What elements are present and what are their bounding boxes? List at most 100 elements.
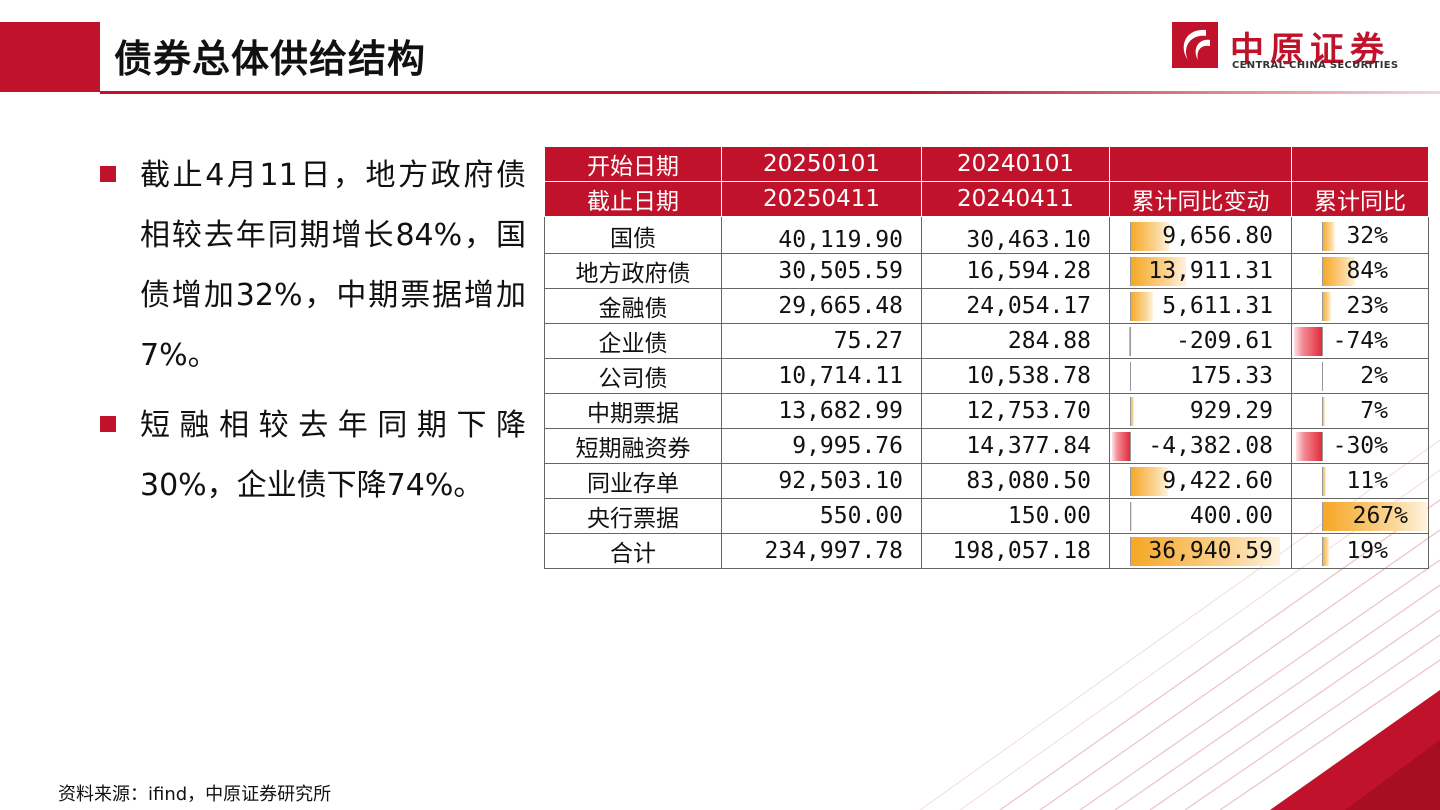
- yoy-percent-cell: 32%: [1291, 216, 1429, 254]
- yoy-value: 84%: [1346, 257, 1388, 284]
- yoy-value: 2%: [1360, 362, 1388, 389]
- yoy-change-cell: 13,911.31: [1109, 253, 1292, 289]
- data-bar-axis: [1322, 396, 1323, 426]
- yoy-data-bar: [1322, 536, 1330, 566]
- yoy-change-cell: -209.61: [1109, 323, 1292, 359]
- bond-type-cell: 公司债: [544, 358, 722, 394]
- data-bar-axis: [1130, 361, 1131, 391]
- logo-mark-icon: [1172, 22, 1218, 68]
- header-cell: 截止日期: [544, 181, 722, 217]
- table-row: 中期票据 13,682.99 12,753.70 929.29 7%: [544, 393, 1429, 429]
- yoy-change-cell: 5,611.31: [1109, 288, 1292, 324]
- bond-type-cell: 合计: [544, 533, 722, 569]
- change-data-bar: [1130, 396, 1134, 426]
- table-row: 企业债 75.27 284.88 -209.61 -74%: [544, 323, 1429, 359]
- header-cell: [1109, 146, 1292, 182]
- bond-type-cell: 国债: [544, 216, 722, 254]
- bond-type-cell: 短期融资券: [544, 428, 722, 464]
- value-2025-cell: 10,714.11: [721, 358, 922, 394]
- value-2024-cell: 10,538.78: [921, 358, 1110, 394]
- value-2025-cell: 13,682.99: [721, 393, 922, 429]
- header-cell: 累计同比: [1291, 181, 1429, 217]
- header-row-end-date: 截止日期 20250411 20240411 累计同比变动 累计同比: [544, 181, 1429, 217]
- change-value: 5,611.31: [1162, 292, 1273, 319]
- change-value: 400.00: [1189, 502, 1273, 529]
- bullet-square-icon: [100, 416, 116, 432]
- page-title: 债券总体供给结构: [114, 37, 427, 81]
- header-cell: 20250101: [721, 146, 922, 182]
- change-value: 9,422.60: [1162, 467, 1273, 494]
- title-accent-bar: [0, 22, 100, 92]
- value-2024-cell: 150.00: [921, 498, 1110, 534]
- bullet-text: 短融相较去年同期下降30%，企业债下降74%。: [140, 408, 526, 503]
- yoy-change-cell: 929.29: [1109, 393, 1292, 429]
- yoy-percent-cell: 19%: [1291, 533, 1429, 569]
- yoy-percent-cell: 2%: [1291, 358, 1429, 394]
- yoy-value: -74%: [1332, 327, 1388, 354]
- value-2025-cell: 75.27: [721, 323, 922, 359]
- value-2025-cell: 550.00: [721, 498, 922, 534]
- change-value: -209.61: [1176, 327, 1273, 354]
- logo-english-name: CENTRAL CHINA SECURITIES: [1232, 60, 1399, 71]
- bond-type-cell: 企业债: [544, 323, 722, 359]
- value-2025-cell: 40,119.90: [721, 216, 922, 254]
- header-cell: 20250411: [721, 181, 922, 217]
- data-bar-axis: [1322, 501, 1323, 531]
- change-data-bar: [1130, 256, 1187, 286]
- change-value: 175.33: [1189, 362, 1273, 389]
- change-data-bar: [1130, 466, 1169, 496]
- yoy-data-bar: [1322, 466, 1327, 496]
- data-bar-axis: [1130, 501, 1131, 531]
- data-bar-axis: [1130, 326, 1131, 356]
- data-bar-axis: [1130, 256, 1131, 286]
- yoy-percent-cell: 267%: [1291, 498, 1429, 534]
- yoy-change-cell: 9,422.60: [1109, 463, 1292, 499]
- data-bar-axis: [1130, 466, 1131, 496]
- yoy-data-bar: [1294, 326, 1322, 356]
- data-bar-axis: [1322, 431, 1323, 461]
- value-2024-cell: 14,377.84: [921, 428, 1110, 464]
- header-cell: 20240411: [921, 181, 1110, 217]
- yoy-percent-cell: -30%: [1291, 428, 1429, 464]
- title-underline: [100, 91, 1440, 94]
- data-bar-axis: [1130, 222, 1131, 251]
- data-bar-axis: [1130, 536, 1131, 566]
- yoy-value: -30%: [1332, 432, 1388, 459]
- header-cell: [1291, 146, 1429, 182]
- yoy-percent-cell: 84%: [1291, 253, 1429, 289]
- data-bar-axis: [1322, 291, 1323, 321]
- yoy-value: 7%: [1360, 397, 1388, 424]
- yoy-percent-cell: -74%: [1291, 323, 1429, 359]
- change-data-bar: [1112, 431, 1130, 461]
- yoy-data-bar: [1322, 291, 1332, 321]
- header-cell: 累计同比变动: [1109, 181, 1292, 217]
- source-note: 资料来源：ifind，中原证券研究所: [58, 784, 332, 805]
- bullet-square-icon: [100, 166, 116, 182]
- data-bar-axis: [1322, 466, 1323, 496]
- yoy-data-bar: [1296, 431, 1322, 461]
- value-2025-cell: 9,995.76: [721, 428, 922, 464]
- yoy-change-cell: 400.00: [1109, 498, 1292, 534]
- data-bar-axis: [1130, 396, 1131, 426]
- bond-type-cell: 同业存单: [544, 463, 722, 499]
- table-row: 央行票据 550.00 150.00 400.00 267%: [544, 498, 1429, 534]
- value-2025-cell: 30,505.59: [721, 253, 922, 289]
- bullet-list: 截止4月11日，地方政府债相较去年同期增长84%，国债增加32%，中期票据增加7…: [96, 146, 526, 516]
- yoy-data-bar: [1322, 501, 1427, 531]
- change-data-bar: [1130, 291, 1153, 321]
- value-2024-cell: 16,594.28: [921, 253, 1110, 289]
- yoy-change-cell: 175.33: [1109, 358, 1292, 394]
- company-logo: 中原证券 CENTRAL CHINA SECURITIES: [1170, 20, 1430, 72]
- bond-type-cell: 地方政府债: [544, 253, 722, 289]
- bond-supply-table: 开始日期 20250101 20240101 截止日期 20250411 202…: [544, 146, 1429, 569]
- yoy-value: 11%: [1346, 467, 1388, 494]
- value-2024-cell: 12,753.70: [921, 393, 1110, 429]
- yoy-percent-cell: 23%: [1291, 288, 1429, 324]
- logo-chinese-name: 中原证券: [1230, 30, 1390, 70]
- change-data-bar: [1130, 222, 1170, 251]
- header-cell: 20240101: [921, 146, 1110, 182]
- table-row: 公司债 10,714.11 10,538.78 175.33 2%: [544, 358, 1429, 394]
- value-2025-cell: 234,997.78: [721, 533, 922, 569]
- bullet-text: 截止4月11日，地方政府债相较去年同期增长84%，国债增加32%，中期票据增加7…: [140, 158, 526, 373]
- table-row: 国债 40,119.90 30,463.10 9,656.80 32%: [544, 216, 1429, 254]
